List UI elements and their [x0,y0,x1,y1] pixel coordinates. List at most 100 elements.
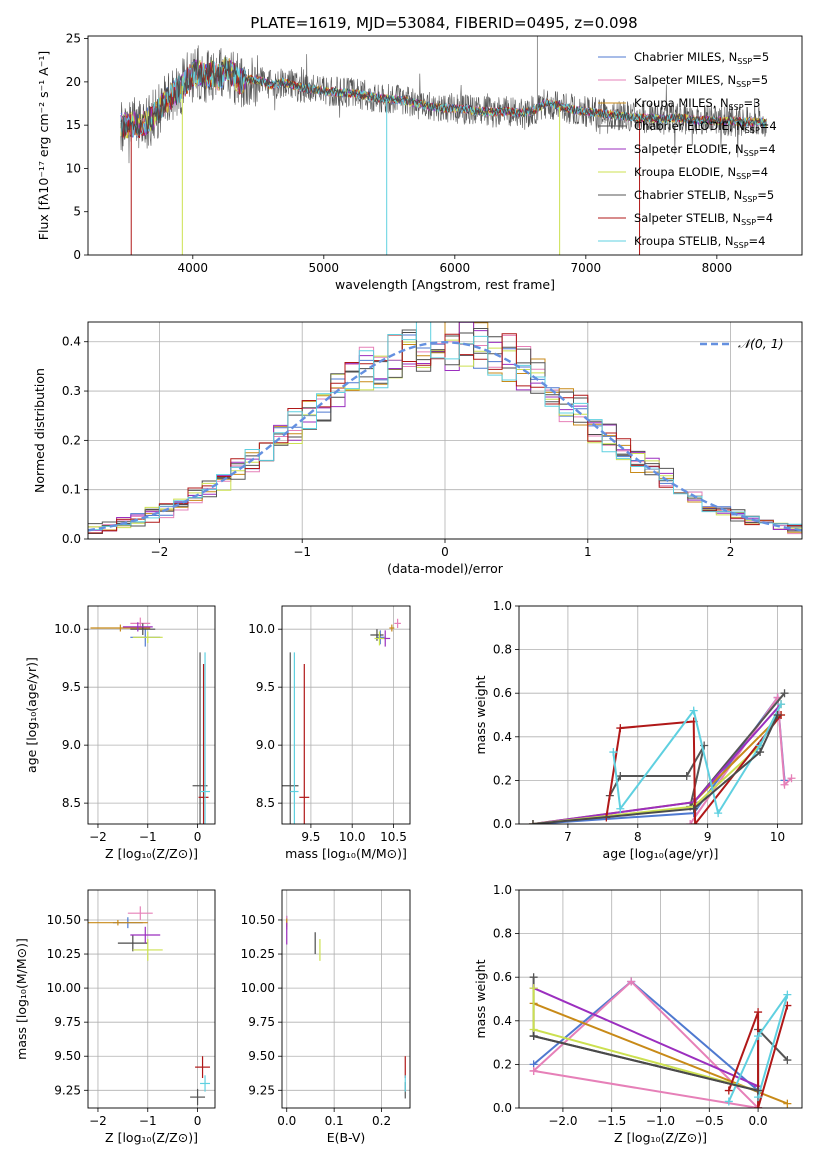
x-tick-label: 0.1 [325,1114,344,1128]
y-tick-label: 1.0 [493,883,512,897]
y-tick-label: 8.5 [256,796,275,810]
mass-weight-marker [787,774,796,783]
x-tick-label: 4000 [178,261,209,275]
y-tick-label: 1.0 [493,599,512,613]
mass-weight-marker [616,772,625,781]
x-axis-label: mass [log₁₀(M/M⊙)] [285,846,407,861]
mass-weight-line [727,994,789,1102]
y-tick-label: 0.2 [493,773,512,787]
mass-weight-marker [783,1056,792,1065]
y-tick-label: 0 [73,248,81,262]
y-tick-label: 0.8 [493,643,512,657]
x-tick-label: −2 [151,545,169,559]
axes-frame [518,889,803,1109]
y-tick-label: 9.75 [54,1015,81,1029]
plot-area-mass-vs-EBV [286,915,406,1099]
normal-reference-curve [88,340,802,532]
error-bar-point [290,652,299,824]
mass-weight-marker [754,1032,763,1041]
axes-frame [87,35,803,256]
mass-weight-marker [682,772,691,781]
plot-area-spectrum [120,36,767,255]
axes-residuals: −2 −1 0 1 2 0.0 0.1 0.2 0.3 0.4 (data-model)/error… [32,321,803,576]
error-bar-point [122,622,153,632]
x-tick-label: −0.5 [695,1114,724,1128]
y-tick-label: 0.4 [62,335,81,349]
legend-label: Salpeter ELODIE, NSSP=4 [634,142,776,158]
y-tick-label: 9.50 [248,1049,275,1063]
y-tick-label: 0.0 [62,532,81,546]
mass-weight-marker [529,984,538,993]
x-tick-label: 10.0 [339,830,366,844]
x-axis-label: age [log₁₀(age/yr)] [603,846,719,861]
y-tick-label: 10.00 [241,981,275,995]
y-axis-label: Normed distribution [32,368,47,493]
x-axis-label: Z [log₁₀(Z/Z⊙)] [614,1130,707,1145]
y-tick-label: 0.3 [62,384,81,398]
y-tick-label: 0.6 [493,970,512,984]
error-bar-point [117,934,148,952]
plot-area-mass-vs-Z [88,906,211,1106]
mass-weight-marker [609,748,618,757]
y-axis-label: Flux [fλ10⁻¹⁷ erg cm⁻² s⁻¹ A⁻¹] [36,51,51,240]
y-tick-label: 0.1 [62,483,81,497]
mass-weight-marker [529,973,538,982]
axes-mass-weight-vs-Z: −2.0 −1.5 −1.0 −0.5 0.0 0.0 0.2 0.4 0.6 0.8 1.0 Z [… [473,883,803,1145]
y-tick-label: 10 [66,161,81,175]
x-tick-label: 9.5 [301,830,320,844]
x-axis-label: Z [log₁₀(Z/Z⊙)] [105,1130,198,1145]
mass-weight-line [532,980,760,1108]
y-tick-label: 9.25 [248,1083,275,1097]
y-tick-label: 10.50 [241,913,275,927]
error-bar-point [389,624,395,632]
y-tick-label: 9.25 [54,1083,81,1097]
mass-weight-marker [754,1104,763,1108]
error-bar-point [299,663,310,824]
x-tick-label: −2 [89,830,107,844]
y-tick-label: 20 [66,75,81,89]
y-tick-label: 0.2 [493,1057,512,1071]
y-tick-label: 0.8 [493,927,512,941]
x-tick-label: 0.0 [749,1114,768,1128]
x-tick-label: −2 [89,1114,107,1128]
mass-weight-marker [686,820,695,824]
mass-weight-line [532,703,782,824]
x-tick-label: −2.0 [548,1114,577,1128]
legend-label: Kroupa STELIB, NSSP=4 [634,234,765,250]
mass-weight-marker [529,1032,538,1041]
x-tick-label: 10 [770,830,785,844]
y-tick-label: 9.5 [256,680,275,694]
axes-spectrum: 4000 5000 6000 7000 8000 0 5 10 15 20 25 wavelength… [36,32,803,292]
y-tick-label: 15 [66,118,81,132]
mass-weight-marker [724,1097,733,1106]
error-bar-point [88,919,148,926]
y-tick-label: 10.50 [47,913,81,927]
error-bar-point [127,906,153,920]
x-tick-label: 0.0 [277,1114,296,1128]
x-tick-label: −1.0 [646,1114,675,1128]
mass-weight-marker [616,724,625,733]
legend-label: Kroupa MILES, NSSP=3 [634,96,760,112]
y-tick-label: 10.00 [47,981,81,995]
mass-weight-marker [627,977,636,986]
y-tick-label: 0.2 [62,433,81,447]
x-axis-label: Z [log₁₀(Z/Z⊙)] [105,846,198,861]
mass-weight-marker [689,706,698,715]
axes-frame [518,605,803,825]
mass-weight-marker [689,804,698,813]
y-axis-label: age [log₁₀(age/yr)] [24,657,39,773]
error-bar-point [195,1056,211,1079]
axes-frame [87,321,803,540]
x-tick-label: 5000 [309,261,340,275]
plot-area-age-vs-mass [282,618,401,824]
mass-weight-marker [780,689,789,698]
y-tick-label: 25 [66,32,81,46]
y-tick-label: 9.75 [248,1015,275,1029]
mass-weight-marker [724,1086,733,1095]
mass-weight-line [533,987,759,1088]
mass-weight-marker [756,748,765,757]
axes-mass-weight-vs-age: 7 8 9 10 0.0 0.2 0.4 0.6 0.8 1.0 age [log₁₀(age/yr… [473,599,803,861]
plot-area-age-vs-Z [90,617,211,824]
y-tick-label: 9.50 [54,1049,81,1063]
